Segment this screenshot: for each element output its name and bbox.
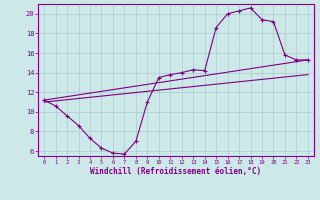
X-axis label: Windchill (Refroidissement éolien,°C): Windchill (Refroidissement éolien,°C) (91, 167, 261, 176)
